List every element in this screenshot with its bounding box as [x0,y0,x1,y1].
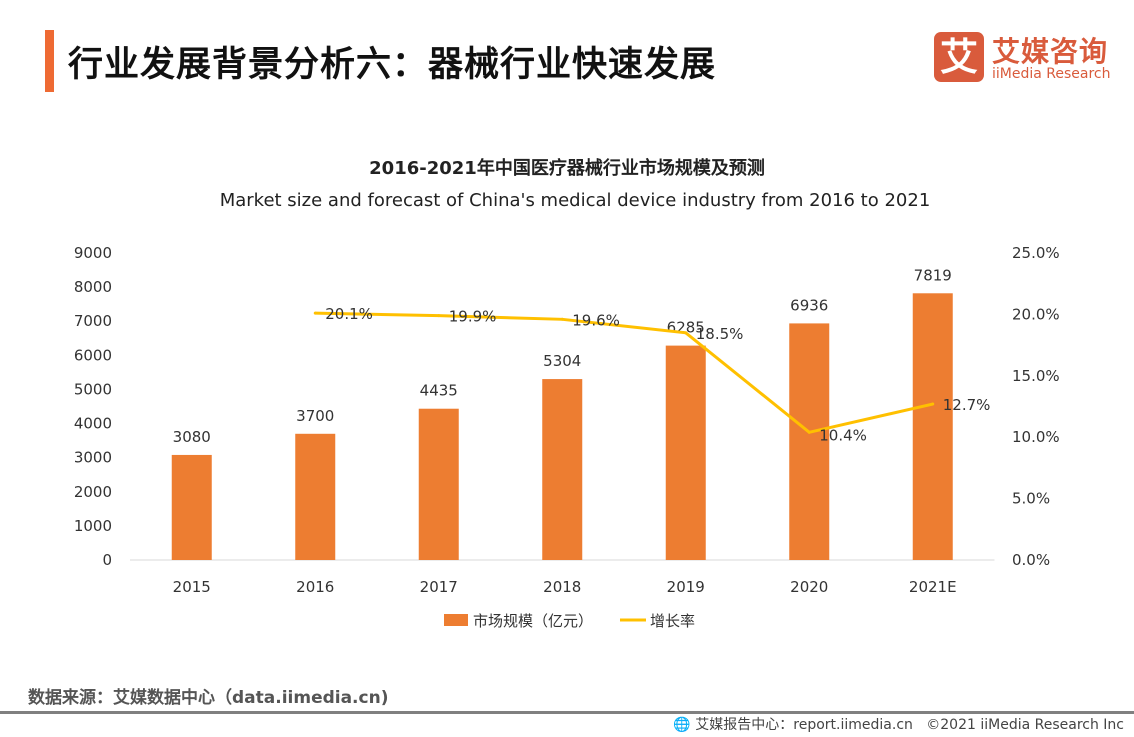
left-axis-tick: 9000 [74,244,112,262]
right-axis-tick: 10.0% [1012,428,1060,446]
page-title: 行业发展背景分析六：器械行业快速发展 [68,45,717,85]
footer-divider [0,711,1134,714]
right-axis-tick: 20.0% [1012,305,1060,323]
left-axis-tick: 3000 [74,449,112,467]
bar [171,454,212,560]
growth-label: 19.6% [572,311,620,329]
bar-label: 3080 [173,428,211,446]
growth-label: 12.7% [943,396,991,414]
left-axis-tick: 7000 [74,312,112,330]
chart-subtitle: Market size and forecast of China's medi… [219,190,931,211]
x-axis-tick: 2016 [296,578,334,596]
growth-point [684,331,688,335]
growth-line [315,311,934,434]
left-axis-tick: 4000 [74,415,112,433]
x-axis-tick: 2015 [173,578,211,596]
right-axis-tick: 0.0% [1012,551,1050,569]
logo-cn: 艾媒咨询 [992,35,1109,68]
logo: 艾 艾媒咨询 iiMedia Research [934,32,1111,86]
growth-label: 19.9% [449,308,497,326]
bar [912,293,953,560]
bar-label: 4435 [420,382,458,400]
growth-point [931,402,935,406]
left-axis-tick: 2000 [74,483,112,501]
right-axis-tick: 5.0% [1012,490,1050,508]
bar [665,345,706,560]
bar-label: 6936 [790,296,828,314]
legend-bar-swatch [444,614,468,626]
bar-label: 7819 [914,266,952,284]
growth-label: 10.4% [819,426,867,444]
right-axis-tick: 25.0% [1012,244,1060,262]
left-axis-tick: 0 [102,551,112,569]
growth-point [560,317,564,321]
growth-point [313,311,317,315]
title-accent-bar [45,30,54,92]
left-axis-tick: 6000 [74,346,112,364]
growth-label: 20.1% [325,305,373,323]
bar [542,379,583,560]
right-axis-tick: 15.0% [1012,367,1060,385]
bar-label: 3700 [296,407,334,425]
x-axis-tick: 2021E [909,578,957,596]
legend-line-label: 增长率 [650,612,695,630]
x-axis-tick: 2020 [790,578,828,596]
bar [789,323,830,560]
growth-point [437,314,441,318]
growth-label: 18.5% [696,325,744,343]
footer: 🌐 艾媒报告中心：report.iimedia.cn ©2021 iiMedia… [673,714,1124,734]
left-axis-tick: 5000 [74,380,112,398]
chart-title: 2016-2021年中国医疗器械行业市场规模及预测 [369,158,765,179]
left-axis-tick: 8000 [74,278,112,296]
legend-bar-label: 市场规模（亿元） [473,612,593,630]
x-axis-tick: 2017 [420,578,458,596]
data-source: 数据来源：艾媒数据中心（data.iimedia.cn) [28,688,389,708]
copyright: ©2021 iiMedia Research Inc [926,717,1124,733]
left-axis-tick: 1000 [74,517,112,535]
logo-en: iiMedia Research [992,66,1111,82]
logo-mark: 艾 [934,32,984,82]
globe-icon: 🌐 [673,717,691,733]
bar [295,433,336,560]
bar [418,408,459,560]
growth-point [807,430,811,434]
bar-label: 5304 [543,352,581,370]
x-axis-tick: 2019 [667,578,705,596]
x-axis-tick: 2018 [543,578,581,596]
report-link[interactable]: 艾媒报告中心：report.iimedia.cn [695,717,913,733]
